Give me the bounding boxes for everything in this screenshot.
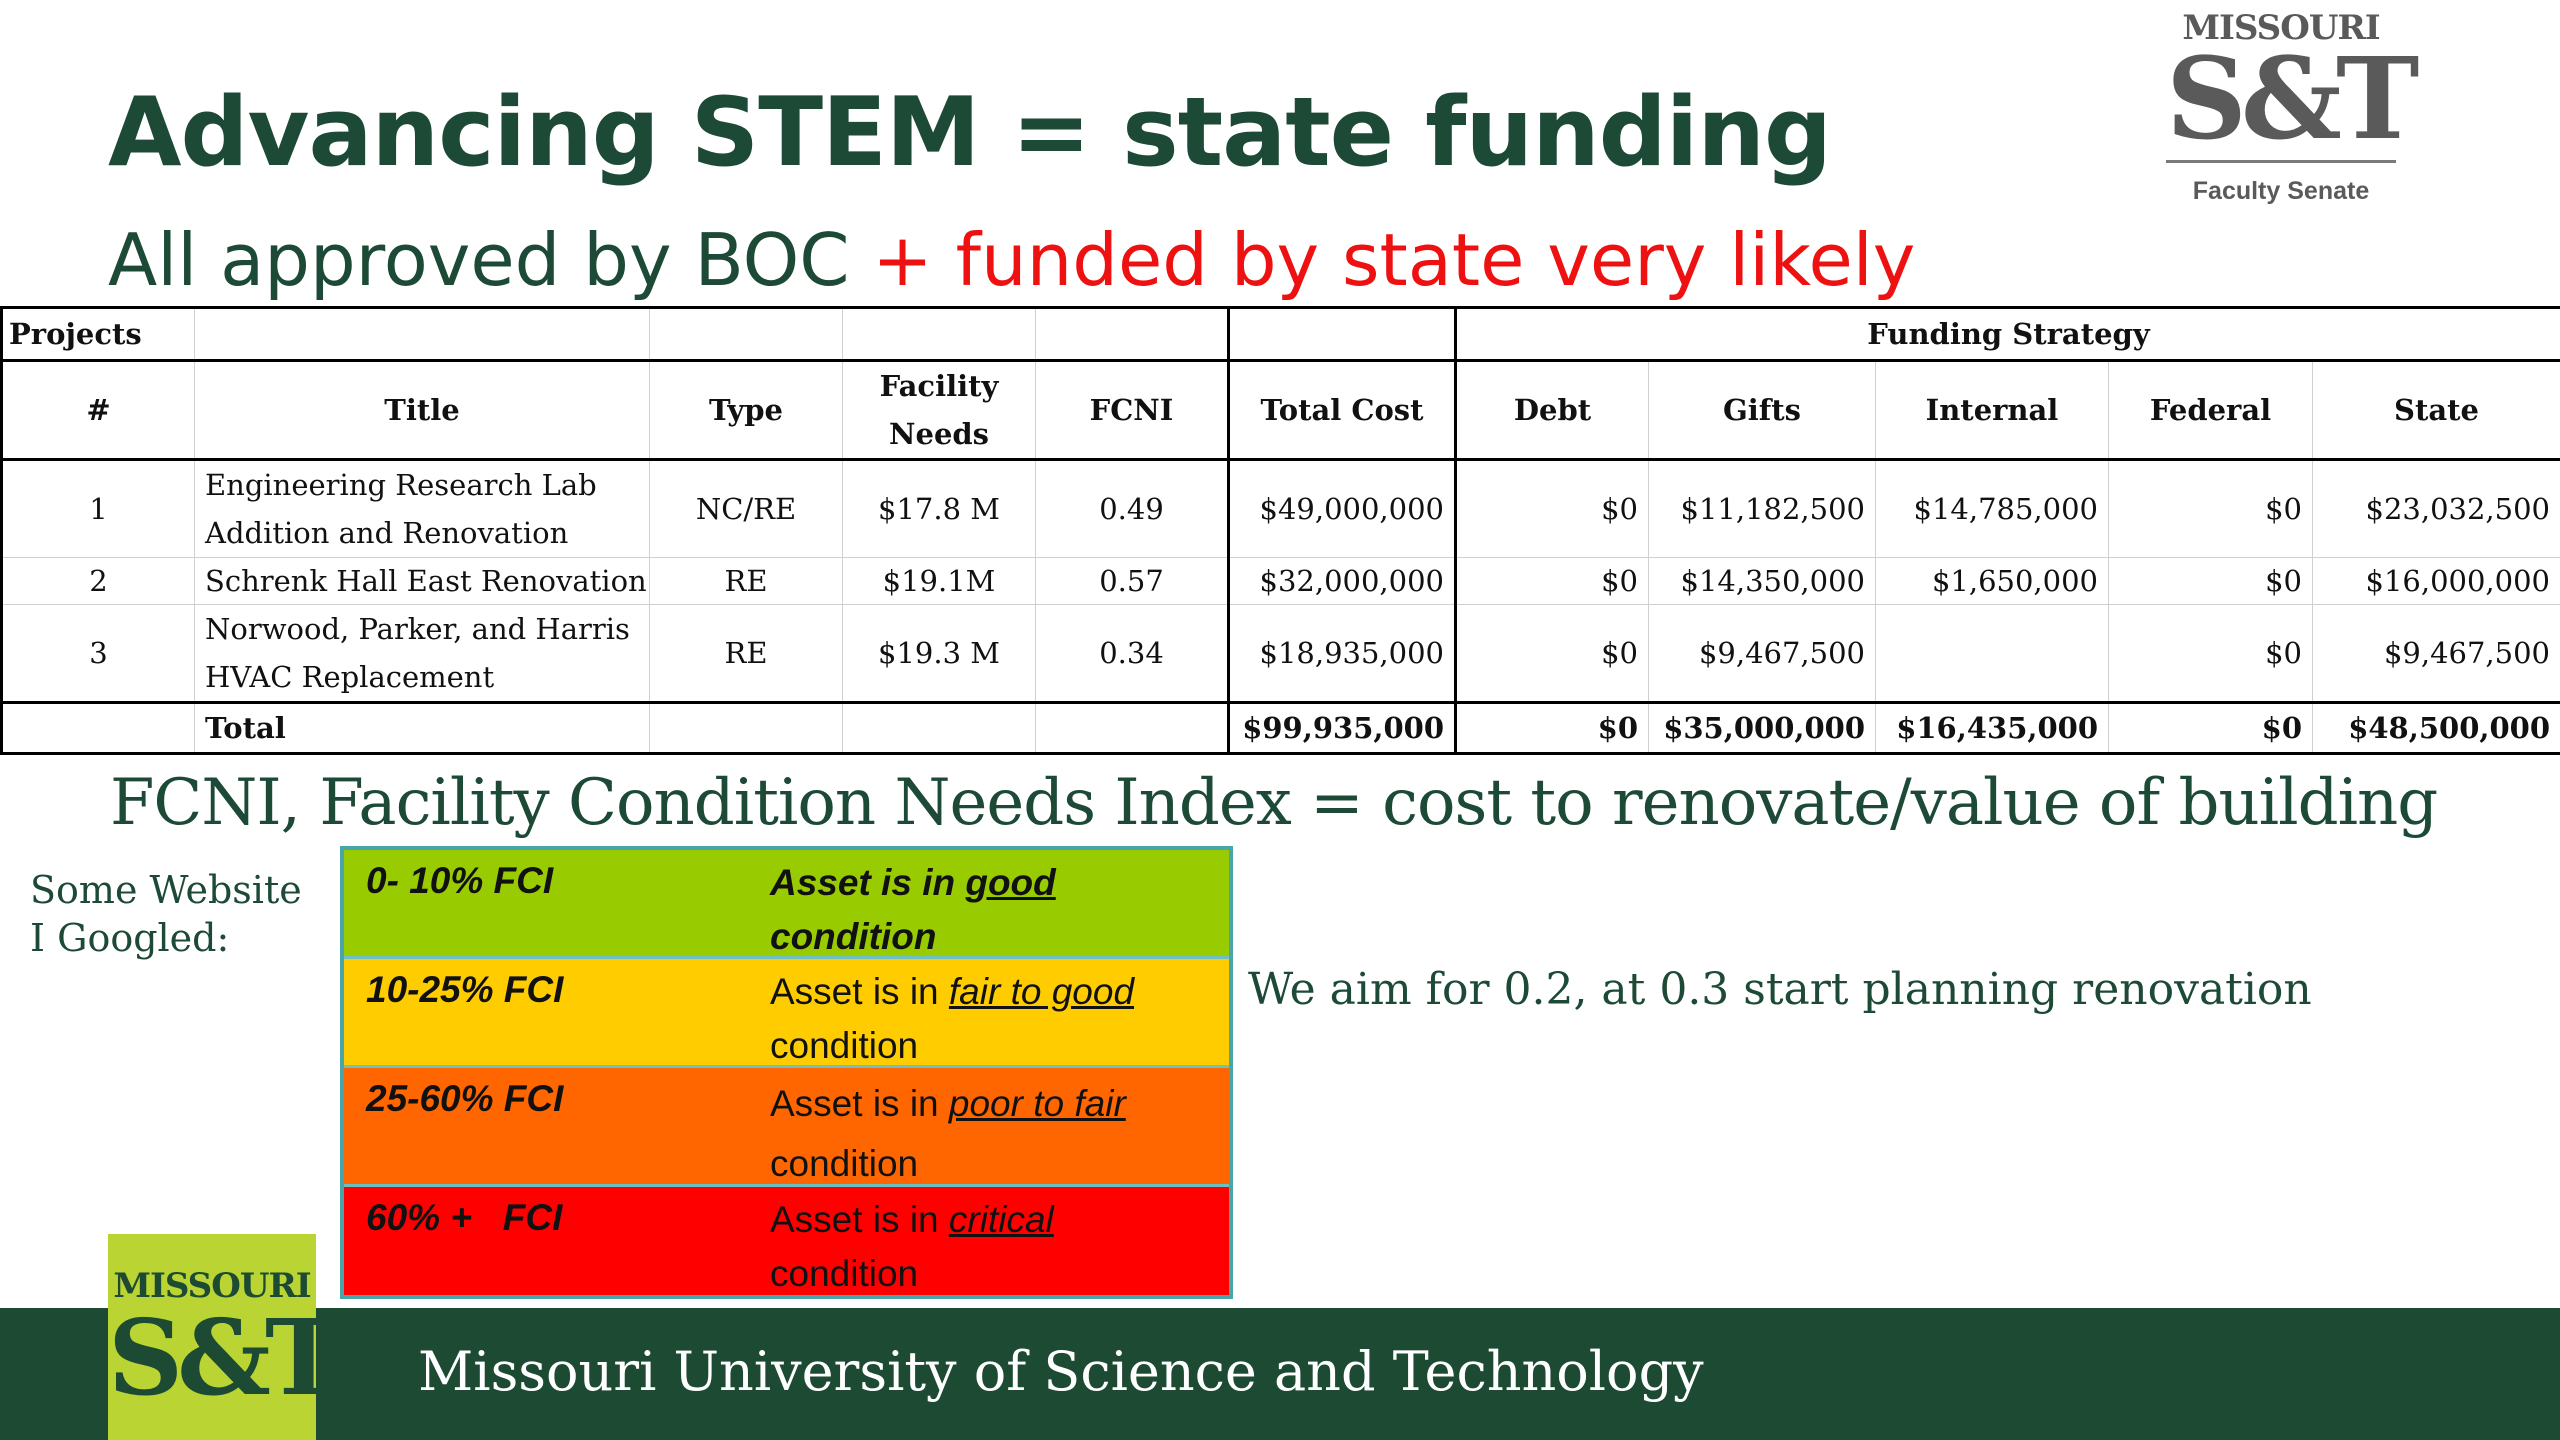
cell-state: $23,032,500	[2312, 459, 2560, 558]
funding-table: Projects Funding Strategy # Title Type F…	[0, 306, 2560, 755]
group-funding-strategy: Funding Strategy	[1455, 306, 2560, 362]
slide-subtitle: All approved by BOC + funded by state ve…	[108, 218, 1915, 302]
aim-note: We aim for 0.2, at 0.3 start planning re…	[1248, 964, 2312, 1015]
logo-top-missouri: MISSOURI	[2182, 8, 2380, 48]
slide-title: Advancing STEM = state funding	[108, 78, 1832, 188]
fci-description: Asset is in good condition	[770, 862, 1056, 957]
missouri-st-logo: MISSOURI S&T	[108, 1234, 342, 1440]
cell-internal	[1875, 604, 2109, 703]
col-header-fcni: FCNI	[1035, 360, 1230, 461]
total-internal: $16,435,000	[1875, 701, 2109, 755]
fci-range: 0- 10% FCI	[366, 860, 554, 901]
cell-federal: $0	[2108, 557, 2313, 605]
fci-band-good: 0- 10% FCI Asset is in good condition	[344, 850, 1229, 959]
total-cost-sum: $99,935,000	[1228, 701, 1457, 755]
cell-federal: $0	[2108, 459, 2313, 558]
cell-gifts: $9,467,500	[1648, 604, 1876, 703]
cell-fcni: 0.34	[1035, 604, 1230, 703]
table-row: 2 Schrenk Hall East Renovation RE $19.1M…	[0, 557, 2560, 605]
cell-federal: $0	[2108, 604, 2313, 703]
cell-facility-needs: $19.1M	[842, 557, 1036, 605]
logo-top-divider	[2166, 160, 2396, 163]
cell-fcni: 0.49	[1035, 459, 1230, 558]
cell-debt: $0	[1455, 459, 1649, 558]
cell-internal: $1,650,000	[1875, 557, 2109, 605]
col-header-title: Title	[194, 360, 650, 461]
col-header-gifts: Gifts	[1648, 360, 1876, 461]
cell-title: Schrenk Hall East Renovation	[194, 557, 650, 605]
website-note: Some Website I Googled:	[30, 868, 302, 960]
footer-university-name: Missouri University of Science and Techn…	[418, 1340, 1704, 1403]
faculty-senate-logo: MISSOURI S&T Faculty Senate	[2166, 8, 2419, 228]
subtitle-funded: + funded by state very likely	[872, 218, 1916, 302]
cell-title: Engineering Research Lab Addition and Re…	[194, 459, 650, 558]
logo-top-caption: Faculty Senate	[2192, 177, 2370, 205]
cell-state: $16,000,000	[2312, 557, 2560, 605]
col-header-type: Type	[649, 360, 843, 461]
logo-bottom-st: S&T	[108, 1296, 342, 1419]
table-row: 3 Norwood, Parker, and Harris HVAC Repla…	[0, 604, 2560, 703]
col-header-federal: Federal	[2108, 360, 2313, 461]
fcni-definition: FCNI, Facility Condition Needs Index = c…	[110, 766, 2438, 840]
table-group-header-row: Projects Funding Strategy	[0, 306, 2560, 362]
cell-total-cost: $32,000,000	[1228, 557, 1457, 605]
group-projects: Projects	[0, 306, 195, 362]
cell-total-cost: $18,935,000	[1228, 604, 1457, 703]
cell-type: NC/RE	[649, 459, 843, 558]
total-federal: $0	[2108, 701, 2313, 755]
col-header-facility-needs: Facility Needs	[842, 360, 1036, 461]
cell-debt: $0	[1455, 604, 1649, 703]
cell-state: $9,467,500	[2312, 604, 2560, 703]
footer-bar: Missouri University of Science and Techn…	[0, 1308, 2560, 1440]
cell-num: 1	[0, 459, 195, 558]
subtitle-approved: All approved by BOC	[108, 218, 873, 302]
total-debt: $0	[1455, 701, 1649, 755]
cell-facility-needs: $17.8 M	[842, 459, 1036, 558]
col-header-total-cost: Total Cost	[1228, 360, 1457, 461]
fci-description: Asset is in critical condition	[770, 1199, 1054, 1294]
col-header-internal: Internal	[1875, 360, 2109, 461]
cell-type: RE	[649, 604, 843, 703]
fci-description: Asset is in poor to fair condition	[770, 1083, 1126, 1184]
cell-debt: $0	[1455, 557, 1649, 605]
fci-range: 60% + FCI	[366, 1197, 563, 1238]
cell-facility-needs: $19.3 M	[842, 604, 1036, 703]
cell-gifts: $14,350,000	[1648, 557, 1876, 605]
fci-range: 25-60% FCI	[366, 1078, 564, 1119]
fci-scale: 0- 10% FCI Asset is in good condition 10-…	[340, 846, 1233, 1299]
total-label: Total	[194, 701, 650, 755]
fci-band-fair-to-good: 10-25% FCI Asset is in fair to good condi…	[344, 959, 1229, 1068]
cell-type: RE	[649, 557, 843, 605]
cell-title: Norwood, Parker, and Harris HVAC Replace…	[194, 604, 650, 703]
total-gifts: $35,000,000	[1648, 701, 1876, 755]
table-total-row: Total $99,935,000 $0 $35,000,000 $16,435…	[0, 701, 2560, 755]
fci-description: Asset is in fair to good condition	[770, 971, 1135, 1066]
logo-bottom-missouri: MISSOURI	[113, 1266, 311, 1306]
table-column-header-row: # Title Type Facility Needs FCNI Total C…	[0, 360, 2560, 461]
col-header-debt: Debt	[1455, 360, 1649, 461]
cell-gifts: $11,182,500	[1648, 459, 1876, 558]
fci-range: 10-25% FCI	[366, 969, 564, 1010]
col-header-state: State	[2312, 360, 2560, 461]
table-row: 1 Engineering Research Lab Addition and …	[0, 459, 2560, 558]
cell-internal: $14,785,000	[1875, 459, 2109, 558]
col-header-num: #	[0, 360, 195, 461]
fci-band-critical: 60% + FCI Asset is in critical condition	[344, 1187, 1229, 1295]
cell-num: 2	[0, 557, 195, 605]
fci-band-poor-to-fair: 25-60% FCI Asset is in poor to fair condi…	[344, 1068, 1229, 1187]
total-state: $48,500,000	[2312, 701, 2560, 755]
logo-top-st: S&T	[2166, 34, 2419, 165]
cell-fcni: 0.57	[1035, 557, 1230, 605]
cell-num: 3	[0, 604, 195, 703]
cell-total-cost: $49,000,000	[1228, 459, 1457, 558]
